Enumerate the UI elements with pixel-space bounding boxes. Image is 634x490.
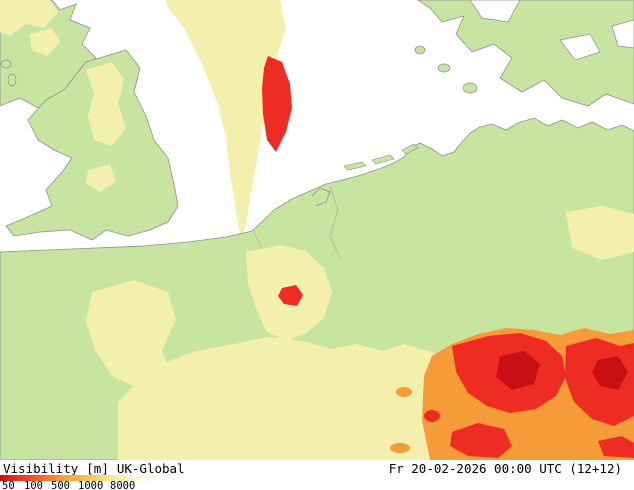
hebrides-island: [0, 59, 12, 69]
wadden-island: [343, 161, 367, 171]
visibility-map: [0, 0, 634, 460]
england-wales-land: [5, 49, 179, 241]
densest-fog-core-east: [592, 356, 628, 390]
low-vis-patch-france: [86, 280, 176, 390]
dense-fog-blob-southeast: [598, 436, 634, 458]
hebrides-island-2: [7, 73, 17, 87]
model-label: UK-Global: [116, 461, 185, 476]
dense-fog-spot-luxembourg: [278, 285, 303, 306]
dense-fog-blob-south: [450, 423, 512, 458]
wadden-island-2: [371, 154, 395, 165]
low-vis-patch-east: [566, 206, 634, 260]
scotland-low-vis-patch: [0, 0, 58, 36]
valid-time-label: Fr 20-02-2026 00:00 UTC (12+12): [388, 461, 622, 476]
parameter-label: Visibility: [3, 461, 79, 476]
england-low-vis-patch: [86, 62, 126, 146]
fog-spot-orange-small: [396, 387, 412, 397]
sea-inlet-skagerrak: [469, 0, 521, 23]
sea-inlet-baltic: [611, 19, 634, 49]
legend-value-8000: 8000: [110, 480, 136, 490]
map-title: Visibility [m] UK-Global: [3, 461, 185, 476]
scotland-low-vis-patch-2: [30, 28, 60, 56]
legend-value-100: 100: [24, 480, 43, 490]
legend-value-50: 50: [2, 480, 15, 490]
denmark-scandinavia-land: [417, 0, 634, 107]
dense-fog-spot-small: [424, 410, 440, 422]
densest-fog-core-west: [496, 351, 540, 390]
fog-band-north-sea: [166, 0, 286, 234]
ijsselmeer-coast-line: [311, 187, 331, 207]
fog-spot-orange-bottom: [390, 443, 410, 453]
legend-value-1000: 1000: [78, 480, 104, 490]
legend-value-500: 500: [51, 480, 70, 490]
unit-label: [m]: [86, 461, 109, 476]
legend-gradient-bar: [0, 475, 162, 481]
danish-island-2: [437, 63, 451, 73]
wadden-island-3: [401, 143, 419, 155]
danish-island-3: [414, 45, 426, 55]
footer: Visibility [m] UK-Global Fr 20-02-2026 00:…: [0, 460, 634, 490]
sea-inlet-kattegat: [559, 33, 601, 61]
england-low-vis-patch-2: [86, 164, 116, 192]
danish-island: [462, 82, 478, 94]
low-vis-area-central-europe: [118, 337, 480, 460]
border-line-netherlands-germany: [329, 185, 341, 259]
dense-fog-streak-north-sea: [262, 56, 292, 152]
legend-labels: 50 100 500 1000 8000: [0, 480, 190, 490]
